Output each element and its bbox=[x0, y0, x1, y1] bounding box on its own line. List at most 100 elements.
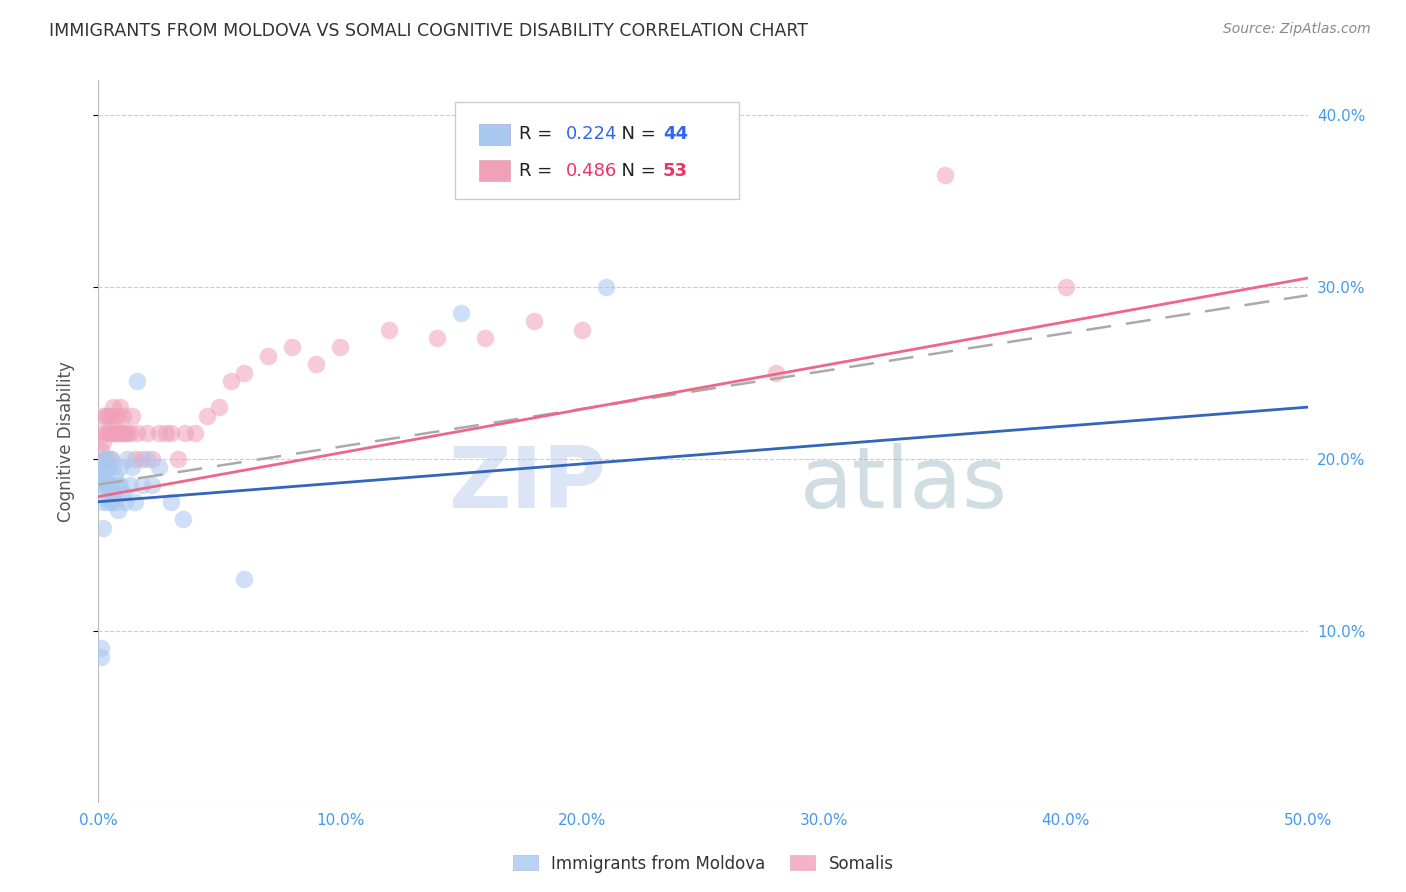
Point bbox=[135, 451, 157, 466]
Text: R =: R = bbox=[519, 126, 558, 144]
Y-axis label: Cognitive Disability: Cognitive Disability bbox=[56, 361, 75, 522]
Point bbox=[90, 460, 112, 475]
Point bbox=[97, 494, 120, 508]
Point bbox=[221, 375, 243, 389]
Point bbox=[148, 425, 170, 440]
Point bbox=[90, 443, 112, 458]
Point bbox=[107, 425, 129, 440]
Point bbox=[107, 477, 129, 491]
Point bbox=[100, 409, 122, 423]
Text: R =: R = bbox=[519, 161, 558, 179]
Point bbox=[1054, 279, 1077, 293]
Point bbox=[160, 425, 183, 440]
Point bbox=[127, 375, 149, 389]
Point bbox=[94, 451, 117, 466]
Legend: Immigrants from Moldova, Somalis: Immigrants from Moldova, Somalis bbox=[506, 848, 900, 880]
Point bbox=[114, 494, 136, 508]
Point bbox=[256, 349, 278, 363]
Point bbox=[104, 425, 127, 440]
Point bbox=[111, 409, 134, 423]
Point bbox=[160, 494, 183, 508]
Point bbox=[90, 640, 112, 655]
Text: 53: 53 bbox=[664, 161, 688, 179]
Point bbox=[107, 503, 129, 517]
Point bbox=[474, 331, 496, 345]
Point bbox=[174, 425, 197, 440]
Point bbox=[104, 409, 127, 423]
Text: atlas: atlas bbox=[800, 443, 1008, 526]
Point bbox=[329, 340, 352, 354]
Point bbox=[101, 460, 124, 475]
Point bbox=[97, 477, 120, 491]
Point bbox=[167, 451, 190, 466]
Point bbox=[118, 477, 141, 491]
Point bbox=[208, 400, 231, 414]
Point bbox=[118, 425, 141, 440]
Point bbox=[101, 400, 124, 414]
Text: Source: ZipAtlas.com: Source: ZipAtlas.com bbox=[1223, 22, 1371, 37]
Point bbox=[90, 469, 112, 483]
Point bbox=[97, 425, 120, 440]
Point bbox=[172, 512, 194, 526]
Point bbox=[94, 451, 117, 466]
Text: N =: N = bbox=[610, 126, 661, 144]
Point bbox=[101, 486, 124, 500]
Point bbox=[121, 460, 143, 475]
Point bbox=[377, 323, 399, 337]
Point bbox=[127, 425, 149, 440]
Text: IMMIGRANTS FROM MOLDOVA VS SOMALI COGNITIVE DISABILITY CORRELATION CHART: IMMIGRANTS FROM MOLDOVA VS SOMALI COGNIT… bbox=[49, 22, 808, 40]
Point bbox=[104, 494, 127, 508]
Point bbox=[595, 279, 617, 293]
Point bbox=[94, 477, 117, 491]
Point bbox=[91, 434, 114, 449]
Point bbox=[108, 477, 131, 491]
FancyBboxPatch shape bbox=[479, 161, 509, 181]
Point bbox=[155, 425, 177, 440]
Point bbox=[195, 409, 218, 423]
Point bbox=[97, 409, 120, 423]
Point bbox=[104, 469, 127, 483]
Point bbox=[523, 314, 546, 328]
Point bbox=[934, 168, 956, 182]
Text: 0.224: 0.224 bbox=[567, 126, 617, 144]
Point bbox=[114, 425, 136, 440]
Point bbox=[94, 469, 117, 483]
Point bbox=[100, 477, 122, 491]
Point bbox=[91, 451, 114, 466]
Point bbox=[135, 425, 157, 440]
Text: ZIP: ZIP bbox=[449, 443, 606, 526]
Point bbox=[91, 469, 114, 483]
Point bbox=[97, 460, 120, 475]
Point bbox=[91, 520, 114, 534]
Point bbox=[107, 409, 129, 423]
FancyBboxPatch shape bbox=[456, 102, 740, 200]
Point bbox=[450, 305, 472, 319]
Point bbox=[100, 425, 122, 440]
Point bbox=[94, 409, 117, 423]
Point bbox=[94, 425, 117, 440]
Point bbox=[91, 477, 114, 491]
Point bbox=[765, 366, 787, 380]
Point bbox=[108, 400, 131, 414]
Point bbox=[90, 477, 112, 491]
Point bbox=[117, 451, 139, 466]
Point bbox=[100, 451, 122, 466]
Point bbox=[232, 572, 254, 586]
Point bbox=[131, 477, 153, 491]
Point bbox=[124, 451, 146, 466]
Text: 44: 44 bbox=[664, 126, 688, 144]
Point bbox=[90, 425, 112, 440]
Point bbox=[281, 340, 304, 354]
Point bbox=[426, 331, 449, 345]
Point bbox=[141, 477, 163, 491]
Point bbox=[131, 451, 153, 466]
Point bbox=[232, 366, 254, 380]
Point bbox=[111, 486, 134, 500]
Point bbox=[91, 494, 114, 508]
Point bbox=[117, 425, 139, 440]
Point bbox=[124, 494, 146, 508]
Point bbox=[108, 460, 131, 475]
Point bbox=[94, 460, 117, 475]
Point bbox=[305, 357, 328, 371]
Point bbox=[101, 425, 124, 440]
